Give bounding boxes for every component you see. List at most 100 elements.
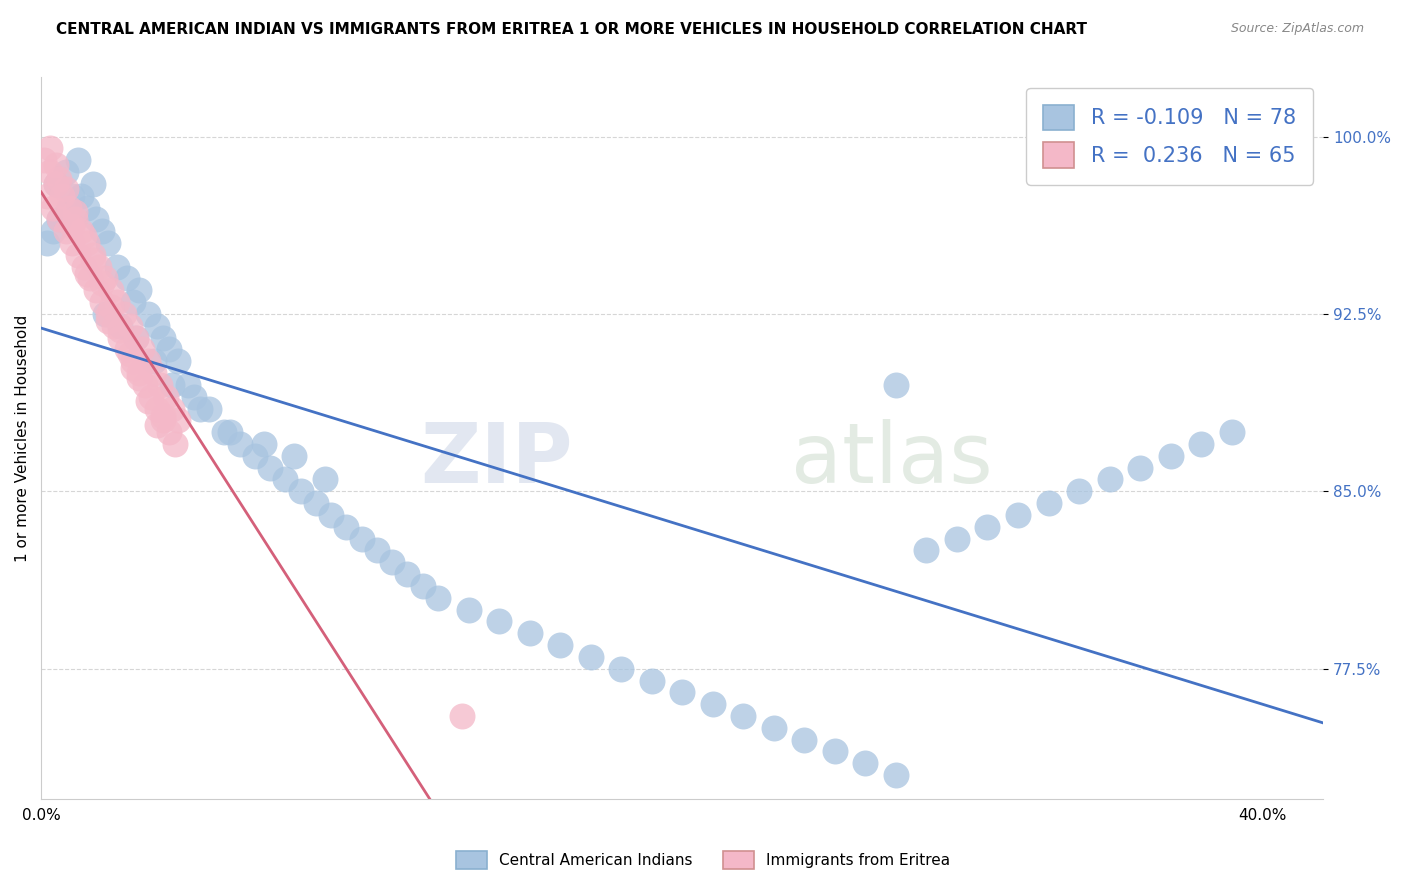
Point [118,347,141,361]
Point [110,330,132,344]
Legend: R = -0.109   N = 78, R =  0.236   N = 65: R = -0.109 N = 78, R = 0.236 N = 65 [1026,87,1313,185]
Point [60,219,83,234]
Point [214,425,236,440]
Point [1098,473,1121,487]
Point [128,283,150,297]
Point [176,377,198,392]
Point [66,248,89,262]
Point [128,371,150,385]
Point [671,685,693,699]
Point [976,520,998,534]
Point [165,437,187,451]
Point [733,709,755,723]
Point [188,401,211,416]
Point [366,543,388,558]
Legend: Central American Indians, Immigrants from Eritrea: Central American Indians, Immigrants fro… [450,845,956,875]
Point [283,449,305,463]
Point [152,413,174,427]
Point [107,295,129,310]
Point [136,394,159,409]
Point [290,484,312,499]
Point [37,235,59,250]
Text: Source: ZipAtlas.com: Source: ZipAtlas.com [1230,22,1364,36]
Point [76,267,98,281]
Text: ZIP: ZIP [420,419,574,500]
Point [87,260,110,274]
Point [73,260,96,274]
Point [45,177,67,191]
Point [110,318,132,333]
Point [37,188,59,202]
Point [1220,425,1243,440]
Point [55,181,77,195]
Point [100,300,122,314]
Point [112,307,135,321]
Point [84,283,107,297]
Point [45,177,67,191]
Point [131,343,153,357]
Point [48,212,70,227]
Point [136,307,159,321]
Point [107,260,129,274]
Point [451,709,474,723]
Point [60,188,83,202]
Point [134,377,156,392]
Point [146,401,169,416]
Point [91,224,114,238]
Point [91,276,114,290]
Point [519,626,541,640]
Point [1038,496,1060,510]
Point [488,615,510,629]
Point [1189,437,1212,451]
Text: CENTRAL AMERICAN INDIAN VS IMMIGRANTS FROM ERITREA 1 OR MORE VEHICLES IN HOUSEHO: CENTRAL AMERICAN INDIAN VS IMMIGRANTS FR… [56,22,1087,37]
Point [94,307,117,321]
Point [396,567,419,582]
Point [76,201,98,215]
Point [115,271,138,285]
Point [259,460,281,475]
Point [152,330,174,344]
Point [110,324,132,338]
Point [48,212,70,227]
Point [762,721,785,735]
Point [610,662,633,676]
Text: atlas: atlas [792,419,993,500]
Point [157,425,180,440]
Point [139,390,162,404]
Point [97,307,120,321]
Point [198,401,221,416]
Point [100,283,122,297]
Point [66,153,89,168]
Point [162,377,184,392]
Point [314,473,336,487]
Point [115,343,138,357]
Point [155,390,177,404]
Point [412,579,434,593]
Point [457,602,479,616]
Point [157,343,180,357]
Point [321,508,343,522]
Point [146,418,169,433]
Point [42,224,65,238]
Point [243,449,266,463]
Point [427,591,450,605]
Point [1067,484,1090,499]
Point [1129,460,1152,475]
Point [350,532,373,546]
Point [121,354,143,368]
Point [381,555,404,569]
Point [136,354,159,368]
Point [162,401,184,416]
Point [853,756,876,771]
Point [84,212,107,227]
Point [82,248,104,262]
Point [51,188,73,202]
Point [143,366,166,380]
Point [42,201,65,215]
Point [305,496,328,510]
Point [32,153,55,168]
Point [640,673,662,688]
Point [79,271,101,285]
Point [884,768,907,782]
Point [253,437,276,451]
